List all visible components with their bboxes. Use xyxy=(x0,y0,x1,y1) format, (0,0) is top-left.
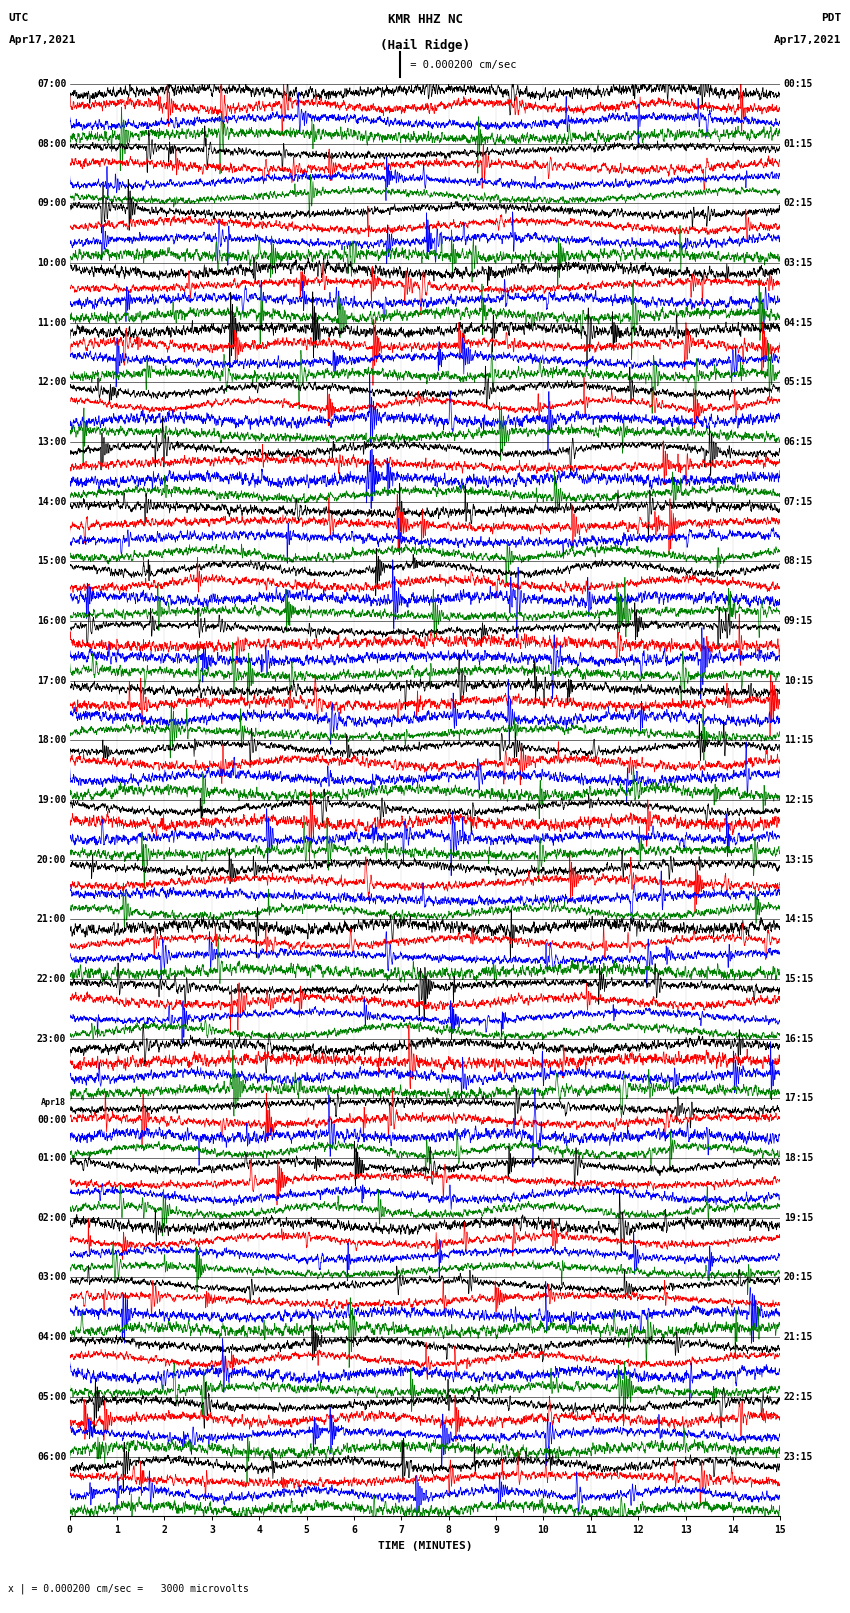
X-axis label: TIME (MINUTES): TIME (MINUTES) xyxy=(377,1540,473,1550)
Text: 15:00: 15:00 xyxy=(37,556,66,566)
Text: 14:15: 14:15 xyxy=(784,915,813,924)
Text: 20:00: 20:00 xyxy=(37,855,66,865)
Text: 15:15: 15:15 xyxy=(784,974,813,984)
Text: = 0.000200 cm/sec: = 0.000200 cm/sec xyxy=(404,60,516,69)
Text: 13:15: 13:15 xyxy=(784,855,813,865)
Text: 03:15: 03:15 xyxy=(784,258,813,268)
Text: 10:15: 10:15 xyxy=(784,676,813,686)
Text: x | = 0.000200 cm/sec =   3000 microvolts: x | = 0.000200 cm/sec = 3000 microvolts xyxy=(8,1582,249,1594)
Text: 23:00: 23:00 xyxy=(37,1034,66,1044)
Text: 22:00: 22:00 xyxy=(37,974,66,984)
Text: 07:00: 07:00 xyxy=(37,79,66,89)
Text: 21:15: 21:15 xyxy=(784,1332,813,1342)
Text: 12:15: 12:15 xyxy=(784,795,813,805)
Text: 09:00: 09:00 xyxy=(37,198,66,208)
Text: 04:15: 04:15 xyxy=(784,318,813,327)
Text: 18:15: 18:15 xyxy=(784,1153,813,1163)
Text: 09:15: 09:15 xyxy=(784,616,813,626)
Text: 16:15: 16:15 xyxy=(784,1034,813,1044)
Text: (Hail Ridge): (Hail Ridge) xyxy=(380,39,470,52)
Text: PDT: PDT xyxy=(821,13,842,23)
Text: 19:00: 19:00 xyxy=(37,795,66,805)
Text: UTC: UTC xyxy=(8,13,29,23)
Text: 20:15: 20:15 xyxy=(784,1273,813,1282)
Text: 04:00: 04:00 xyxy=(37,1332,66,1342)
Text: 21:00: 21:00 xyxy=(37,915,66,924)
Text: KMR HHZ NC: KMR HHZ NC xyxy=(388,13,462,26)
Text: 08:00: 08:00 xyxy=(37,139,66,148)
Text: 01:15: 01:15 xyxy=(784,139,813,148)
Text: 07:15: 07:15 xyxy=(784,497,813,506)
Text: 17:15: 17:15 xyxy=(784,1094,813,1103)
Text: 01:00: 01:00 xyxy=(37,1153,66,1163)
Text: 13:00: 13:00 xyxy=(37,437,66,447)
Text: 02:15: 02:15 xyxy=(784,198,813,208)
Text: 08:15: 08:15 xyxy=(784,556,813,566)
Text: 16:00: 16:00 xyxy=(37,616,66,626)
Text: 00:00: 00:00 xyxy=(37,1115,66,1124)
Text: 14:00: 14:00 xyxy=(37,497,66,506)
Text: 10:00: 10:00 xyxy=(37,258,66,268)
Text: Apr17,2021: Apr17,2021 xyxy=(774,35,842,45)
Text: 11:15: 11:15 xyxy=(784,736,813,745)
Text: 18:00: 18:00 xyxy=(37,736,66,745)
Text: 19:15: 19:15 xyxy=(784,1213,813,1223)
Text: 22:15: 22:15 xyxy=(784,1392,813,1402)
Text: 05:00: 05:00 xyxy=(37,1392,66,1402)
Text: 12:00: 12:00 xyxy=(37,377,66,387)
Text: 11:00: 11:00 xyxy=(37,318,66,327)
Text: 00:15: 00:15 xyxy=(784,79,813,89)
Text: Apr17,2021: Apr17,2021 xyxy=(8,35,76,45)
Text: 23:15: 23:15 xyxy=(784,1452,813,1461)
Text: 03:00: 03:00 xyxy=(37,1273,66,1282)
Text: Apr18: Apr18 xyxy=(42,1098,66,1108)
Text: 02:00: 02:00 xyxy=(37,1213,66,1223)
Text: 17:00: 17:00 xyxy=(37,676,66,686)
Text: 05:15: 05:15 xyxy=(784,377,813,387)
Text: 06:00: 06:00 xyxy=(37,1452,66,1461)
Text: 06:15: 06:15 xyxy=(784,437,813,447)
